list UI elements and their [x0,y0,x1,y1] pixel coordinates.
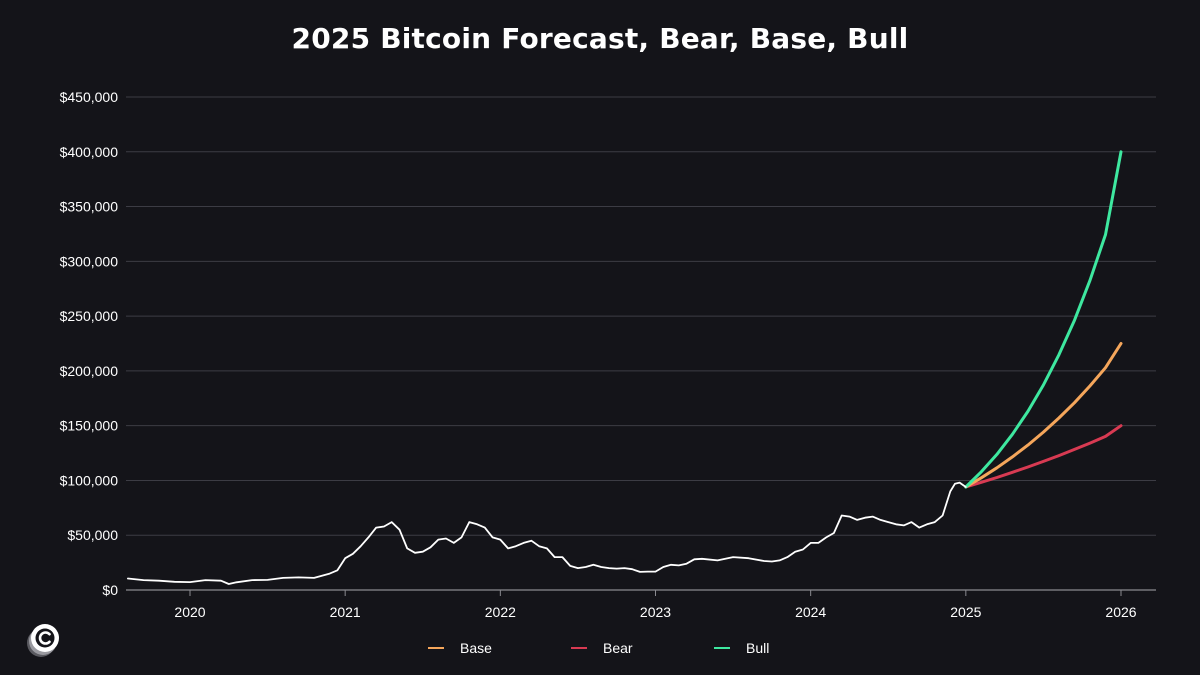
x-tick-label: 2024 [795,604,826,620]
legend-label-bull: Bull [746,640,770,656]
y-tick-label: $100,000 [60,472,119,488]
x-tick-label: 2025 [950,604,981,620]
y-tick-label: $200,000 [60,363,119,379]
y-axis-ticks: $0 $50,000 $100,000 $150,000 $200,000 $250,00… [60,89,119,598]
y-tick-label: $0 [102,582,118,598]
legend-item-bull: Bull [714,640,769,656]
series-line-bear [964,424,1123,489]
y-tick-label: $300,000 [60,253,119,269]
legend-label-base: Base [460,640,492,656]
chart-title: 2025 Bitcoin Forecast, Bear, Base, Bull [291,22,909,55]
series-line-base [964,342,1123,489]
legend-swatch-bull [714,647,730,649]
data-lines [127,150,1123,585]
c-logo-icon [27,624,59,657]
series-line-historical [127,481,967,585]
legend: Base Bear Bull [0,640,1200,660]
y-tick-label: $400,000 [60,144,119,160]
x-axis-ticks: 2020 2021 2022 2023 2024 2025 2026 [174,590,1137,620]
grid-lines [126,96,1156,591]
x-tick-label: 2021 [330,604,361,620]
y-tick-label: $50,000 [67,527,118,543]
x-tick-label: 2026 [1105,604,1136,620]
legend-swatch-bear [571,647,587,649]
x-tick-label: 2020 [174,604,205,620]
y-tick-label: $350,000 [60,199,119,215]
series-line-bull [964,150,1123,489]
x-tick-label: 2023 [640,604,671,620]
legend-swatch-base [428,647,444,649]
y-tick-label: $450,000 [60,89,119,105]
x-tick-label: 2022 [485,604,516,620]
legend-item-bear: Bear [571,640,633,656]
legend-label-bear: Bear [603,640,633,656]
y-tick-label: $250,000 [60,308,119,324]
y-tick-label: $150,000 [60,418,119,434]
legend-item-base: Base [428,640,492,656]
